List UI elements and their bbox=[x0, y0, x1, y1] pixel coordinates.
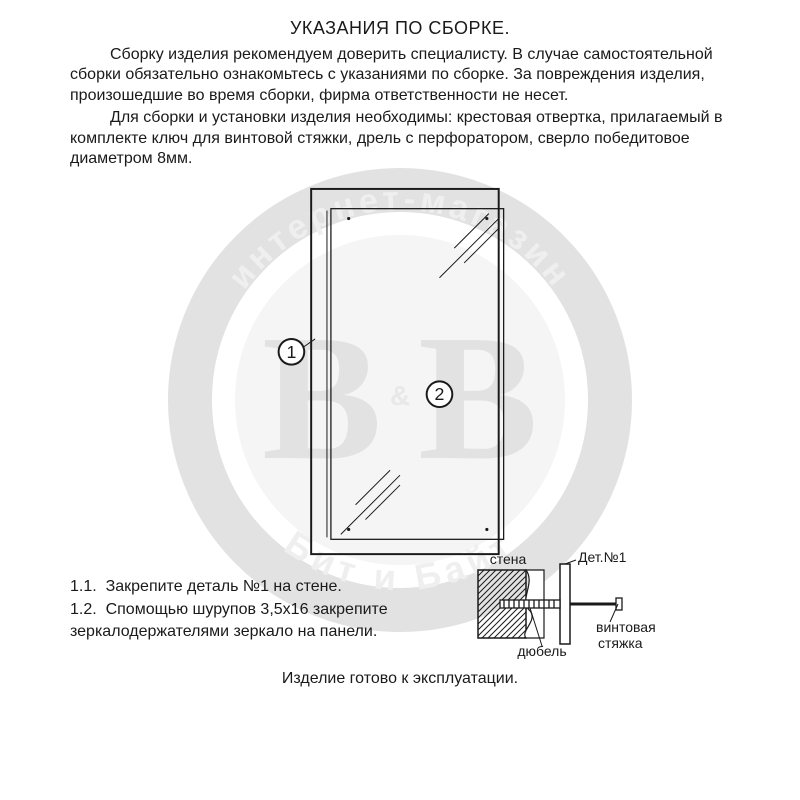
main-diagram: 1 2 bbox=[270, 184, 530, 564]
intro-paragraph-1: Сборку изделия рекомендуем доверить спец… bbox=[70, 45, 730, 106]
step-1-text: Закрепите деталь №1 на стене. bbox=[106, 578, 342, 595]
step-2-text: Спомощью шурупов 3,5х16 закрепите зеркал… bbox=[70, 601, 388, 640]
callout-label-1: 1 bbox=[286, 342, 296, 362]
page-title: УКАЗАНИЯ ПО СБОРКЕ. bbox=[70, 18, 730, 39]
step-1-num: 1.1. bbox=[70, 578, 97, 595]
label-det1: Дет.№1 bbox=[578, 549, 627, 565]
callout-label-2: 2 bbox=[435, 384, 445, 404]
label-tie2: стяжка bbox=[598, 635, 643, 651]
assembly-steps: 1.1. Закрепите деталь №1 на стене. 1.2. … bbox=[70, 576, 470, 645]
mounting-detail-diagram: стена Дет.№1 дюбель винтовая стяжка bbox=[460, 548, 660, 658]
step-2-num: 1.2. bbox=[70, 601, 97, 618]
label-wall: стена bbox=[490, 551, 527, 567]
final-note: Изделие готово к эксплуатации. bbox=[70, 670, 730, 688]
intro-paragraph-2: Для сборки и установки изделия необходим… bbox=[70, 108, 730, 169]
label-tie: винтовая bbox=[596, 619, 656, 635]
